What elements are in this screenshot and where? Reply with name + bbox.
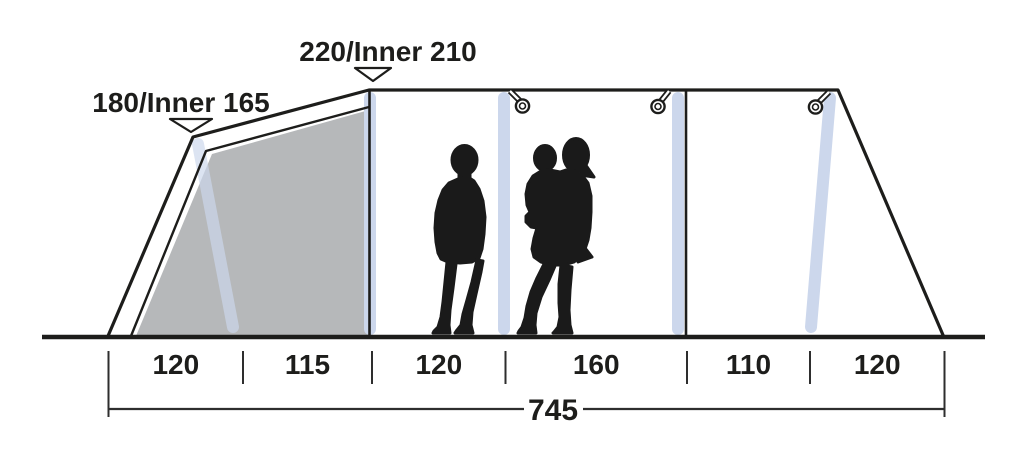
ring-hook-1-icon: [507, 88, 531, 114]
main-height-label: 220/Inner 210: [299, 36, 476, 67]
air-tube-rear-icon: [805, 92, 836, 333]
segment-label-5: 110: [726, 349, 771, 380]
ring-hooks: [507, 88, 832, 115]
total-length-label: 745: [528, 394, 578, 427]
adult-with-child-silhouette: [516, 137, 596, 335]
dimension-ticks: [107, 351, 946, 417]
segment-labels: 120 115 120 160 110 120: [152, 349, 900, 380]
adult-silhouette: [431, 144, 487, 335]
down-arrow-icon: [168, 117, 214, 134]
segment-label-2: 115: [285, 349, 330, 380]
air-tube-front-icon: [192, 138, 239, 333]
tent-inner-line: [129, 105, 371, 338]
segment-label-4: 160: [573, 349, 620, 380]
segment-label-3: 120: [415, 349, 462, 380]
tent-outline: [106, 88, 945, 338]
down-arrow-icon: [353, 66, 393, 83]
ring-hook-2-icon: [650, 89, 672, 115]
segment-label-1: 120: [152, 349, 199, 380]
ring-hook-3-icon: [807, 89, 832, 115]
front-panel: [136, 110, 369, 336]
segment-label-6: 120: [854, 349, 901, 380]
peak-labels: 180/Inner 165 220/Inner 210: [92, 36, 477, 134]
front-height-label: 180/Inner 165: [92, 87, 269, 118]
total-dimension: 745: [108, 394, 945, 427]
